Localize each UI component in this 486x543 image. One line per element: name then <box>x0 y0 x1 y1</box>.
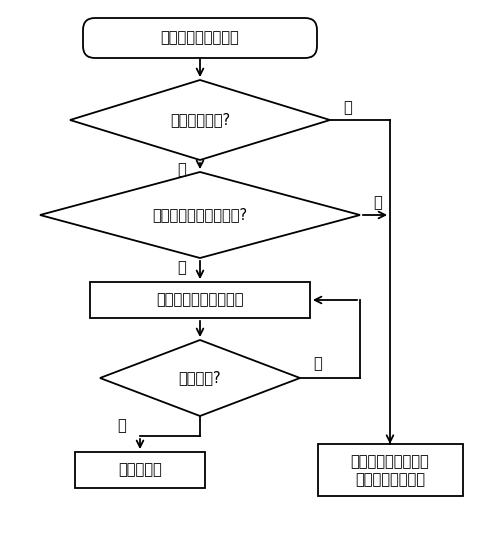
Text: 电源电压高于预定电压?: 电源电压高于预定电压? <box>153 207 247 223</box>
Text: 否: 否 <box>374 195 382 211</box>
Text: 收到启动发动机信号: 收到启动发动机信号 <box>161 30 240 46</box>
Text: 否: 否 <box>313 357 322 371</box>
Polygon shape <box>70 80 330 160</box>
Text: 是: 是 <box>177 162 186 178</box>
Text: 是: 是 <box>118 419 126 433</box>
Text: 加热完毕?: 加热完毕? <box>179 370 221 386</box>
Text: 加热线路正常?: 加热线路正常? <box>170 112 230 128</box>
Text: 否: 否 <box>344 100 352 116</box>
Text: 按照发动机冷启动减: 按照发动机冷启动减 <box>350 454 429 470</box>
Text: 是: 是 <box>177 261 186 275</box>
Bar <box>317 444 463 496</box>
Bar <box>75 452 205 488</box>
FancyBboxPatch shape <box>83 18 317 58</box>
Text: 按照加热策略进行加热: 按照加热策略进行加热 <box>156 293 244 307</box>
Bar <box>90 282 310 318</box>
Text: 启动发动机: 启动发动机 <box>118 463 162 477</box>
Polygon shape <box>100 340 300 416</box>
Polygon shape <box>40 172 360 258</box>
Text: 排策略启动发动机: 排策略启动发动机 <box>355 472 425 488</box>
